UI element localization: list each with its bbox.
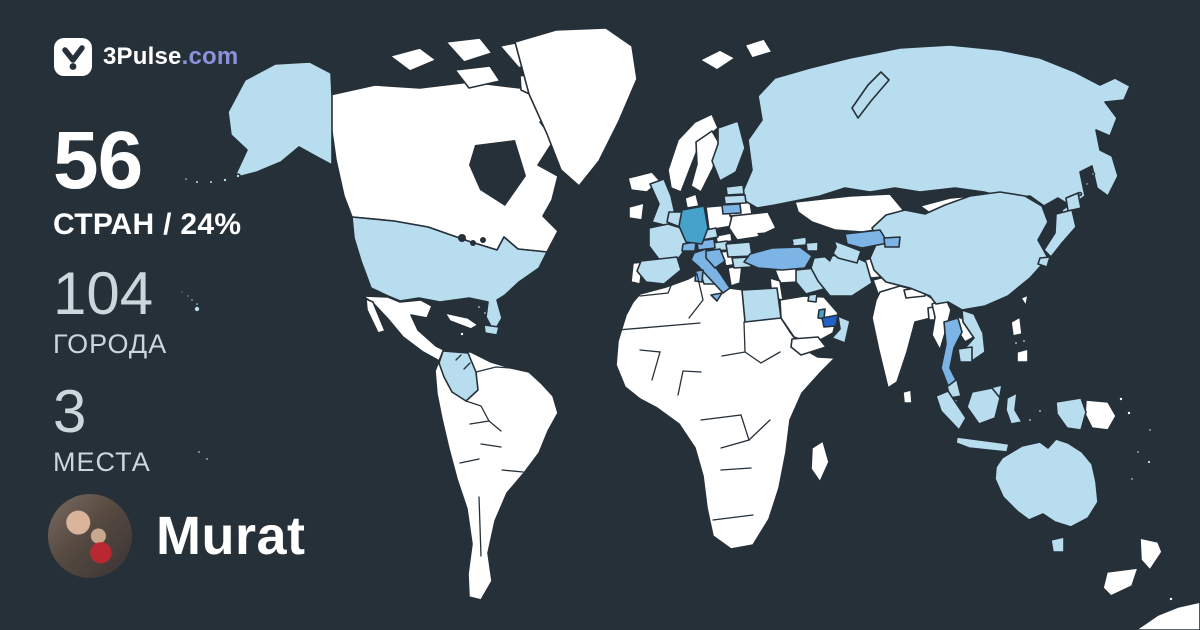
countries-visited-often	[678, 205, 826, 320]
logo-brand: 3Pulse	[103, 43, 182, 70]
country-alaska	[227, 61, 333, 179]
stat-countries: 56 СТРАН / 24%	[53, 115, 242, 242]
cities-label: ГОРОДА	[53, 328, 168, 359]
country-russia	[739, 44, 1131, 209]
countries-count: 56	[53, 115, 143, 206]
logo-tld: .com	[181, 43, 239, 70]
countries-visited-most	[821, 314, 839, 328]
country-borders	[435, 273, 781, 557]
pulse-check-icon	[54, 38, 92, 76]
logo-text: 3Pulse.com	[103, 43, 238, 71]
country-china	[869, 191, 1049, 311]
countries-visited-more	[681, 203, 963, 387]
places-label: МЕСТА	[53, 446, 151, 477]
stat-places: 3 МЕСТА	[53, 377, 241, 478]
user-name: Murat	[156, 506, 306, 566]
country-usa	[351, 216, 548, 333]
country-spain	[636, 256, 682, 285]
country-indonesia	[935, 390, 967, 431]
country-egypt	[741, 287, 782, 323]
places-count: 3	[53, 377, 87, 445]
stats-panel: 56 СТРАН / 24% 104 ГОРОДА 3 МЕСТА	[53, 115, 242, 500]
inland-seas	[458, 140, 837, 262]
country-germany	[678, 205, 709, 245]
countries-label: СТРАН / 24%	[53, 207, 242, 241]
user-block: Murat	[48, 494, 306, 578]
country-australia	[994, 438, 1099, 528]
stat-cities: 104 ГОРОДА	[53, 259, 241, 360]
avatar	[48, 494, 132, 578]
country-turkey	[743, 246, 813, 271]
logo[interactable]: 3Pulse.com	[54, 38, 238, 76]
cities-count: 104	[53, 259, 154, 327]
country-japan	[1065, 192, 1082, 212]
countries-visited	[179, 44, 1131, 553]
country-dominican-republic	[483, 324, 500, 336]
country-thailand	[940, 317, 963, 387]
country-uae	[821, 314, 839, 328]
